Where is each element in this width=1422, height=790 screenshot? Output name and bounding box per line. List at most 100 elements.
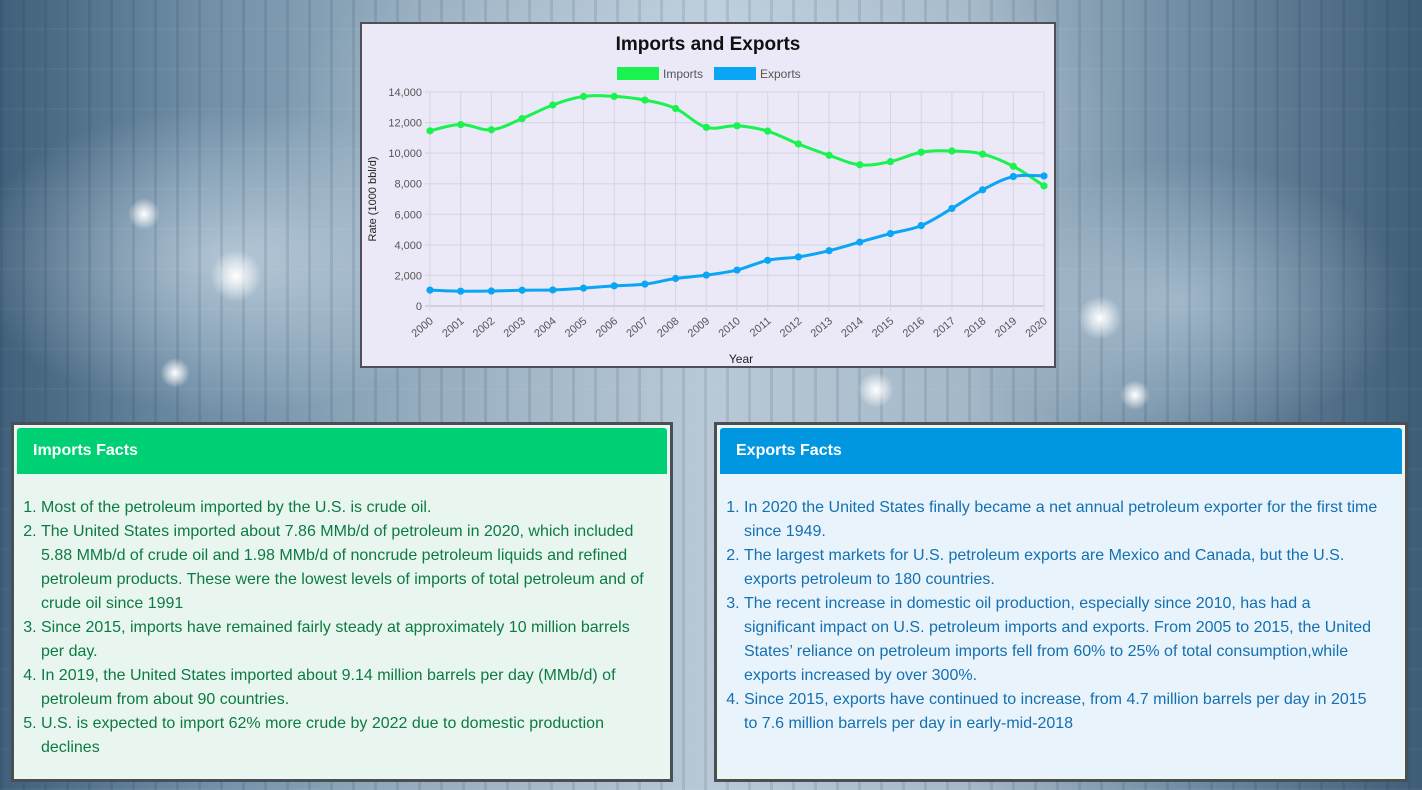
imports-exports-chart: Imports and Exports Imports Exports 0 2,0… xyxy=(360,22,1056,368)
imports-fact-item: In 2019, the United States imported abou… xyxy=(41,664,647,712)
x-tick-label: 2012 xyxy=(778,315,804,340)
x-tick-label: 2016 xyxy=(901,315,927,340)
legend-label-exports: Exports xyxy=(760,67,801,81)
y-axis: 0 2,000 4,000 6,000 8,000 10,000 12,000 14,000 xyxy=(388,87,422,313)
imports-fact-item: The United States imported about 7.86 MM… xyxy=(41,520,647,616)
chart-series xyxy=(426,92,1048,295)
imports-data-point xyxy=(426,127,434,135)
imports-data-point xyxy=(457,120,465,129)
exports-data-point xyxy=(733,266,741,274)
chart-legend: Imports Exports xyxy=(617,67,801,81)
imports-data-point xyxy=(702,123,710,131)
exports-data-point xyxy=(948,204,956,213)
y-axis-label: Rate (1000 bbl/d) xyxy=(367,157,379,242)
exports-facts-title: Exports Facts xyxy=(720,428,1402,474)
imports-data-point xyxy=(856,161,864,169)
x-tick-label: 2005 xyxy=(563,315,589,340)
x-axis-label: Year xyxy=(729,352,753,366)
x-tick-label: 2009 xyxy=(686,315,712,340)
exports-data-point xyxy=(426,286,434,294)
exports-data-point xyxy=(1009,172,1017,181)
imports-facts-title: Imports Facts xyxy=(17,428,667,474)
exports-data-point xyxy=(579,284,588,292)
exports-fact-item: The recent increase in domestic oil prod… xyxy=(744,592,1382,688)
x-tick-label: 2000 xyxy=(409,315,435,340)
y-tick-label: 2,000 xyxy=(394,270,422,282)
imports-data-point xyxy=(917,148,925,156)
exports-data-point xyxy=(487,287,495,295)
exports-data-point xyxy=(856,238,864,246)
x-tick-label: 2007 xyxy=(624,315,650,340)
y-tick-label: 14,000 xyxy=(388,87,422,99)
legend-swatch-imports xyxy=(617,67,659,80)
imports-data-point xyxy=(1040,182,1048,190)
imports-data-point xyxy=(518,114,526,123)
x-tick-label: 2006 xyxy=(594,315,620,340)
x-tick-label: 2010 xyxy=(716,315,742,340)
imports-data-point xyxy=(886,157,895,166)
imports-data-point xyxy=(610,92,618,101)
x-tick-label: 2018 xyxy=(962,315,988,340)
x-tick-label: 2011 xyxy=(748,315,774,339)
imports-data-point xyxy=(641,96,649,104)
y-tick-label: 4,000 xyxy=(394,240,422,252)
background-glow-point xyxy=(1120,380,1150,410)
x-tick-label: 2015 xyxy=(870,315,896,340)
imports-fact-item: U.S. is expected to import 62% more crud… xyxy=(41,712,647,760)
imports-data-point xyxy=(672,104,680,113)
legend-label-imports: Imports xyxy=(663,67,703,81)
imports-data-point xyxy=(948,147,956,155)
exports-fact-item: The largest markets for U.S. petroleum e… xyxy=(744,544,1382,592)
legend-swatch-exports xyxy=(714,67,756,80)
imports-data-point xyxy=(579,92,588,101)
background-glow-point xyxy=(1078,296,1122,340)
imports-facts-panel: Imports Facts Most of the petroleum impo… xyxy=(17,428,667,776)
exports-facts-card: Exports Facts In 2020 the United States … xyxy=(714,422,1408,782)
imports-fact-item: Since 2015, imports have remained fairly… xyxy=(41,616,647,664)
exports-facts-panel: Exports Facts In 2020 the United States … xyxy=(720,428,1402,776)
imports-facts-list: Most of the petroleum imported by the U.… xyxy=(17,474,667,760)
exports-data-point xyxy=(610,282,618,290)
y-tick-label: 0 xyxy=(416,301,422,313)
exports-data-point xyxy=(917,221,925,230)
y-tick-label: 6,000 xyxy=(394,209,422,221)
background-glow-point xyxy=(210,250,262,302)
exports-data-point xyxy=(979,186,987,194)
x-tick-label: 2002 xyxy=(471,315,497,340)
x-tick-label: 2017 xyxy=(931,315,957,340)
chart-canvas: Imports and Exports Imports Exports 0 2,0… xyxy=(367,34,1050,366)
exports-data-point xyxy=(886,229,895,238)
imports-data-point xyxy=(1009,162,1017,170)
exports-data-point xyxy=(672,274,680,283)
exports-data-point xyxy=(518,286,526,294)
x-tick-label: 2001 xyxy=(440,315,466,340)
imports-data-point xyxy=(549,101,557,109)
exports-fact-item: Since 2015, exports have continued to in… xyxy=(744,688,1382,736)
x-tick-label: 2014 xyxy=(839,315,865,340)
imports-fact-item: Most of the petroleum imported by the U.… xyxy=(41,496,647,520)
y-tick-label: 12,000 xyxy=(388,118,422,130)
exports-data-point xyxy=(641,280,649,288)
exports-data-point xyxy=(825,247,833,255)
imports-facts-card: Imports Facts Most of the petroleum impo… xyxy=(11,422,673,782)
exports-fact-item: In 2020 the United States finally became… xyxy=(744,496,1382,544)
x-tick-label: 2019 xyxy=(993,315,1019,340)
background-glow-point xyxy=(858,372,894,408)
x-axis: 2000 2001 2002 2003 2004 2005 2006 2007 2008 2009… xyxy=(409,315,1049,340)
imports-data-point xyxy=(979,150,987,158)
x-tick-label: 2013 xyxy=(809,315,835,340)
exports-data-point xyxy=(549,286,557,294)
y-tick-label: 10,000 xyxy=(388,148,422,160)
exports-data-point xyxy=(1040,172,1048,180)
exports-data-point xyxy=(764,256,772,264)
exports-facts-list: In 2020 the United States finally became… xyxy=(720,474,1402,736)
x-tick-label: 2004 xyxy=(532,315,558,340)
imports-data-point xyxy=(487,126,495,134)
imports-data-point xyxy=(733,122,741,130)
exports-data-point xyxy=(457,287,465,295)
y-tick-label: 8,000 xyxy=(394,179,422,191)
exports-data-point xyxy=(702,271,710,279)
x-tick-label: 2003 xyxy=(502,315,528,340)
imports-data-point xyxy=(764,127,772,135)
x-tick-label: 2008 xyxy=(655,315,681,340)
